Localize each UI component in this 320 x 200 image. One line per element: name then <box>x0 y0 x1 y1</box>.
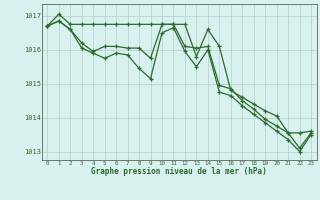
X-axis label: Graphe pression niveau de la mer (hPa): Graphe pression niveau de la mer (hPa) <box>91 167 267 176</box>
